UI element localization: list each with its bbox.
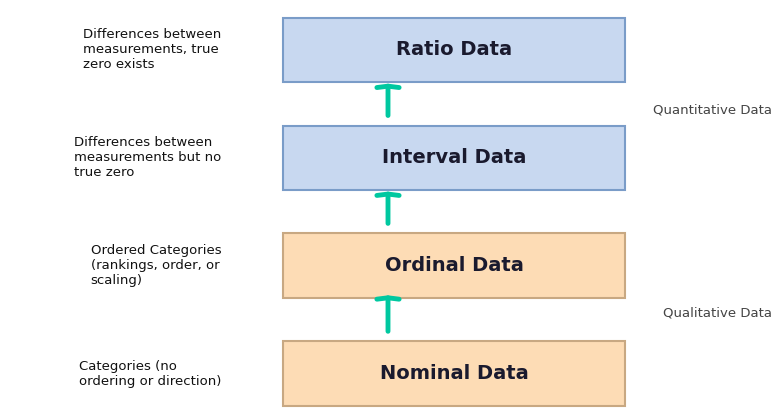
Text: Ordinal Data: Ordinal Data xyxy=(385,256,523,275)
Text: Differences between
measurements, true
zero exists: Differences between measurements, true z… xyxy=(83,28,221,71)
Bar xyxy=(283,233,625,298)
Text: Qualitative Data: Qualitative Data xyxy=(663,307,772,320)
Text: Differences between
measurements but no
true zero: Differences between measurements but no … xyxy=(74,136,221,179)
Bar xyxy=(283,125,625,190)
Text: Quantitative Data: Quantitative Data xyxy=(653,103,772,117)
Text: Interval Data: Interval Data xyxy=(382,148,526,167)
Text: Categories (no
ordering or direction): Categories (no ordering or direction) xyxy=(79,359,221,388)
Bar xyxy=(283,17,625,82)
Text: Ordered Categories
(rankings, order, or
scaling): Ordered Categories (rankings, order, or … xyxy=(91,244,221,287)
Text: Ratio Data: Ratio Data xyxy=(396,40,512,59)
Text: Nominal Data: Nominal Data xyxy=(379,364,528,383)
Bar xyxy=(283,341,625,406)
